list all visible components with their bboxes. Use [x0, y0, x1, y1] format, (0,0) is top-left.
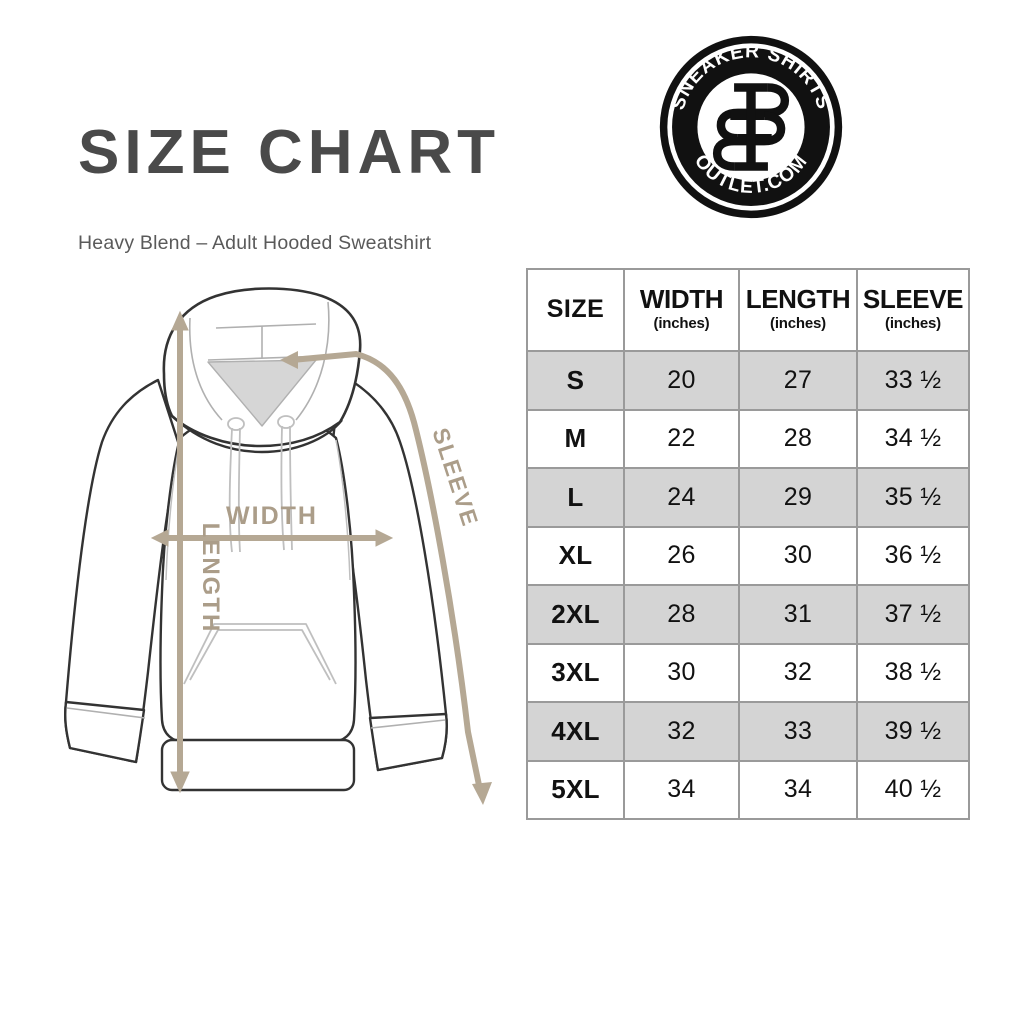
kangaroo-pocket: [183, 623, 337, 685]
size-table-header: SIZE WIDTH (inches) LENGTH (inches) SLEE…: [526, 268, 970, 352]
size-table: SIZE WIDTH (inches) LENGTH (inches) SLEE…: [526, 268, 970, 820]
table-row: S 20 27 33 ½: [526, 350, 970, 411]
column-header-sleeve: SLEEVE (inches): [856, 268, 970, 352]
cell-width: 30: [623, 642, 740, 703]
column-header-width-unit: (inches): [653, 315, 710, 332]
page-title: SIZE CHART: [78, 118, 500, 187]
table-row: 5XL 34 34 40 ½: [526, 759, 970, 820]
neck-opening: [207, 359, 317, 427]
width-measure-arrow: [150, 529, 394, 547]
cell-length: 30: [738, 525, 858, 586]
table-row: XL 26 30 36 ½: [526, 525, 970, 586]
cell-size: 3XL: [526, 642, 625, 703]
right-cuff: [368, 712, 448, 772]
column-header-size: SIZE: [526, 268, 625, 352]
cell-size: S: [526, 350, 625, 411]
cell-length: 28: [738, 408, 858, 469]
size-table-body: S 20 27 33 ½ M 22 28 34 ½ L 24 29 35 ½ XL 26 30 36 ½ 2XL…: [526, 350, 970, 820]
sleeve-measure-arrow: [280, 350, 492, 805]
cell-width: 32: [623, 701, 740, 762]
cell-sleeve: 36 ½: [856, 525, 970, 586]
table-row: 2XL 28 31 37 ½: [526, 584, 970, 645]
cell-size: 2XL: [526, 584, 625, 645]
left-cuff: [64, 700, 146, 764]
column-header-length-unit: (inches): [770, 315, 826, 332]
length-label: LENGTH: [197, 523, 224, 634]
cell-length: 29: [738, 467, 858, 528]
hoodie-outline: [64, 372, 448, 772]
cell-sleeve: 39 ½: [856, 701, 970, 762]
page-subtitle: Heavy Blend – Adult Hooded Sweatshirt: [78, 232, 432, 254]
hoodie-hem: [160, 738, 356, 792]
cell-length: 34: [738, 759, 858, 820]
cell-sleeve: 33 ½: [856, 350, 970, 411]
cell-width: 22: [623, 408, 740, 469]
cell-sleeve: 37 ½: [856, 584, 970, 645]
sneaker-shirts-outlet-logo: SNEAKER SHIRTS OUTLET.COM: [657, 33, 845, 221]
cell-size: L: [526, 467, 625, 528]
length-measure-arrow: [170, 310, 190, 794]
cell-size: 4XL: [526, 701, 625, 762]
logo-monogram: [712, 83, 790, 171]
cell-sleeve: 34 ½: [856, 408, 970, 469]
cell-width: 28: [623, 584, 740, 645]
column-header-length: LENGTH (inches): [738, 268, 858, 352]
table-row: 3XL 30 32 38 ½: [526, 642, 970, 703]
cell-length: 33: [738, 701, 858, 762]
cell-sleeve: 40 ½: [856, 759, 970, 820]
cell-length: 27: [738, 350, 858, 411]
cell-sleeve: 35 ½: [856, 467, 970, 528]
size-table-container: SIZE WIDTH (inches) LENGTH (inches) SLEE…: [526, 268, 970, 820]
cell-length: 32: [738, 642, 858, 703]
cell-size: 5XL: [526, 759, 625, 820]
column-header-sleeve-label: SLEEVE: [862, 284, 964, 315]
cell-size: M: [526, 408, 625, 469]
column-header-length-label: LENGTH: [745, 284, 851, 315]
cell-width: 26: [623, 525, 740, 586]
table-row: M 22 28 34 ½: [526, 408, 970, 469]
hoodie-illustration: WIDTH LENGTH SLEEVE: [40, 262, 520, 832]
cell-width: 24: [623, 467, 740, 528]
cell-width: 20: [623, 350, 740, 411]
column-header-size-label: SIZE: [546, 295, 605, 324]
table-row: L 24 29 35 ½: [526, 467, 970, 528]
cell-sleeve: 38 ½: [856, 642, 970, 703]
table-row: 4XL 32 33 39 ½: [526, 701, 970, 762]
header-row: SIZE WIDTH (inches) LENGTH (inches) SLEE…: [526, 268, 970, 352]
cell-width: 34: [623, 759, 740, 820]
cell-size: XL: [526, 525, 625, 586]
cell-length: 31: [738, 584, 858, 645]
column-header-width-label: WIDTH: [639, 284, 724, 315]
width-label: WIDTH: [226, 502, 318, 530]
title-block: SIZE CHART Heavy Blend – Adult Hooded Sw…: [78, 122, 498, 255]
column-header-width: WIDTH (inches): [623, 268, 740, 352]
column-header-sleeve-unit: (inches): [885, 315, 941, 332]
